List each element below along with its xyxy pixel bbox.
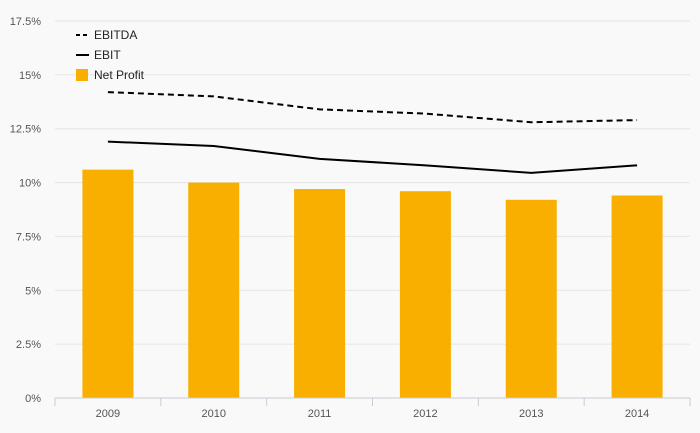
- y-tick-label: 15%: [19, 70, 41, 82]
- axes: 0% 2.5% 5% 7.5% 10% 12.5% 15% 17.5% 2009 2010 2011…: [10, 16, 691, 420]
- bar-net-profit-2011: [294, 189, 346, 398]
- y-tick-label: 17.5%: [10, 16, 41, 28]
- y-tick-label: 5%: [25, 285, 41, 297]
- x-tick-label: 2011: [308, 408, 332, 420]
- y-tick-label: 7.5%: [16, 231, 41, 243]
- x-tick-label: 2009: [96, 408, 120, 420]
- bar-net-profit-2013: [505, 199, 557, 398]
- x-tick-label: 2013: [519, 408, 543, 420]
- legend-label: Net Profit: [94, 68, 145, 82]
- line-series: [107, 91, 638, 174]
- y-tick-label: 12.5%: [10, 124, 41, 136]
- line-ebitda: [107, 91, 638, 124]
- x-tick-label: 2014: [625, 408, 649, 420]
- line-ebit: [107, 140, 638, 174]
- legend: EBITDA EBIT Net Profit: [76, 28, 145, 82]
- legend-label: EBITDA: [94, 28, 137, 42]
- y-tick-label: 0%: [25, 393, 41, 405]
- bar-net-profit-2012: [399, 191, 451, 398]
- x-tick-label: 2010: [202, 408, 226, 420]
- bar-net-profit-2010: [188, 182, 240, 398]
- legend-marker-net-profit: [76, 69, 88, 81]
- gridlines: [55, 20, 690, 345]
- y-tick-label: 2.5%: [16, 339, 41, 351]
- x-tick-label: 2012: [413, 408, 437, 420]
- net-profit-bars: [82, 169, 663, 398]
- bar-net-profit-2009: [82, 169, 134, 398]
- y-tick-label: 10%: [19, 178, 41, 190]
- bar-net-profit-2014: [611, 195, 663, 398]
- legend-label: EBIT: [94, 48, 121, 62]
